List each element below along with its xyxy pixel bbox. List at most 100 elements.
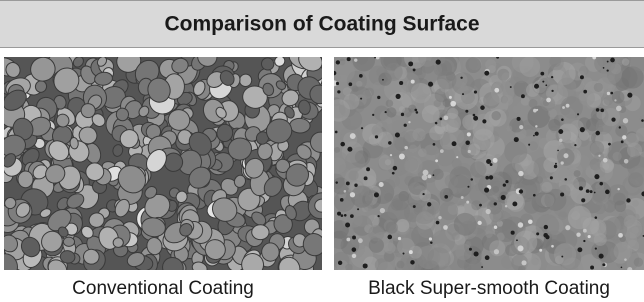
texture xyxy=(525,257,540,272)
texture xyxy=(494,249,499,254)
texture xyxy=(494,226,497,229)
texture xyxy=(543,233,548,238)
texture xyxy=(467,132,471,136)
texture xyxy=(439,201,458,220)
texture xyxy=(560,161,563,164)
texture xyxy=(373,82,381,90)
texture xyxy=(603,158,608,163)
texture xyxy=(579,186,583,190)
texture xyxy=(484,187,489,192)
texture xyxy=(624,159,628,163)
texture xyxy=(341,214,344,217)
texture xyxy=(345,223,350,228)
texture xyxy=(594,83,603,92)
texture xyxy=(514,137,519,142)
texture xyxy=(590,266,594,270)
texture xyxy=(517,117,521,121)
texture xyxy=(485,255,490,260)
texture xyxy=(315,199,329,212)
texture xyxy=(546,98,551,103)
texture xyxy=(408,61,413,66)
texture xyxy=(464,264,471,271)
texture xyxy=(481,266,483,268)
texture xyxy=(450,101,456,107)
caption: Black Super-smooth Coating xyxy=(368,278,610,299)
texture xyxy=(461,90,475,104)
texture xyxy=(641,119,644,122)
texture xyxy=(413,69,416,72)
texture xyxy=(619,126,621,128)
texture xyxy=(419,190,431,202)
texture xyxy=(422,175,428,181)
texture xyxy=(340,198,344,202)
texture xyxy=(379,182,384,187)
texture xyxy=(344,190,347,193)
texture xyxy=(512,105,520,113)
texture xyxy=(510,86,512,88)
texture xyxy=(408,105,416,113)
texture xyxy=(436,221,440,225)
texture xyxy=(377,96,380,99)
texture xyxy=(251,224,269,240)
texture xyxy=(437,70,456,89)
texture xyxy=(501,195,506,200)
texture xyxy=(411,80,415,84)
texture xyxy=(396,219,409,232)
texture xyxy=(590,190,593,193)
texture xyxy=(376,122,382,128)
texture xyxy=(387,235,392,240)
texture xyxy=(617,188,619,190)
texture xyxy=(486,159,491,164)
texture xyxy=(474,90,477,93)
texture xyxy=(346,238,350,242)
texture xyxy=(518,171,523,176)
micrograph-smooth xyxy=(327,46,644,281)
texture xyxy=(503,183,506,186)
texture xyxy=(551,90,553,92)
texture xyxy=(559,139,562,142)
texture xyxy=(588,235,591,238)
texture xyxy=(555,163,557,165)
texture xyxy=(518,222,523,227)
texture xyxy=(506,125,512,131)
texture xyxy=(600,63,622,85)
texture xyxy=(549,56,564,71)
texture xyxy=(352,86,359,93)
texture xyxy=(504,141,527,164)
texture xyxy=(583,77,593,87)
figure: Comparison of Coating Surface Convention… xyxy=(0,0,644,302)
texture xyxy=(511,231,515,235)
texture xyxy=(539,249,542,252)
texture xyxy=(404,124,407,127)
texture xyxy=(607,92,610,95)
texture xyxy=(443,225,448,230)
texture xyxy=(577,247,582,252)
texture xyxy=(382,79,384,81)
texture xyxy=(612,91,625,104)
texture xyxy=(634,258,643,267)
texture xyxy=(429,126,444,141)
texture xyxy=(516,239,518,241)
texture xyxy=(458,198,465,205)
texture xyxy=(345,264,352,271)
texture xyxy=(375,135,378,138)
texture xyxy=(289,118,310,133)
texture xyxy=(535,132,539,136)
texture xyxy=(557,78,576,97)
texture xyxy=(364,176,368,180)
texture xyxy=(514,230,537,253)
texture xyxy=(621,140,624,143)
texture xyxy=(352,235,356,239)
texture xyxy=(465,141,469,145)
texture xyxy=(595,247,597,249)
texture xyxy=(359,74,363,78)
texture xyxy=(361,127,363,129)
texture xyxy=(496,56,499,59)
texture xyxy=(396,94,401,99)
texture xyxy=(561,256,563,258)
texture xyxy=(422,193,424,195)
texture xyxy=(602,263,605,266)
texture xyxy=(521,94,525,98)
texture xyxy=(434,100,441,107)
texture xyxy=(403,253,405,255)
